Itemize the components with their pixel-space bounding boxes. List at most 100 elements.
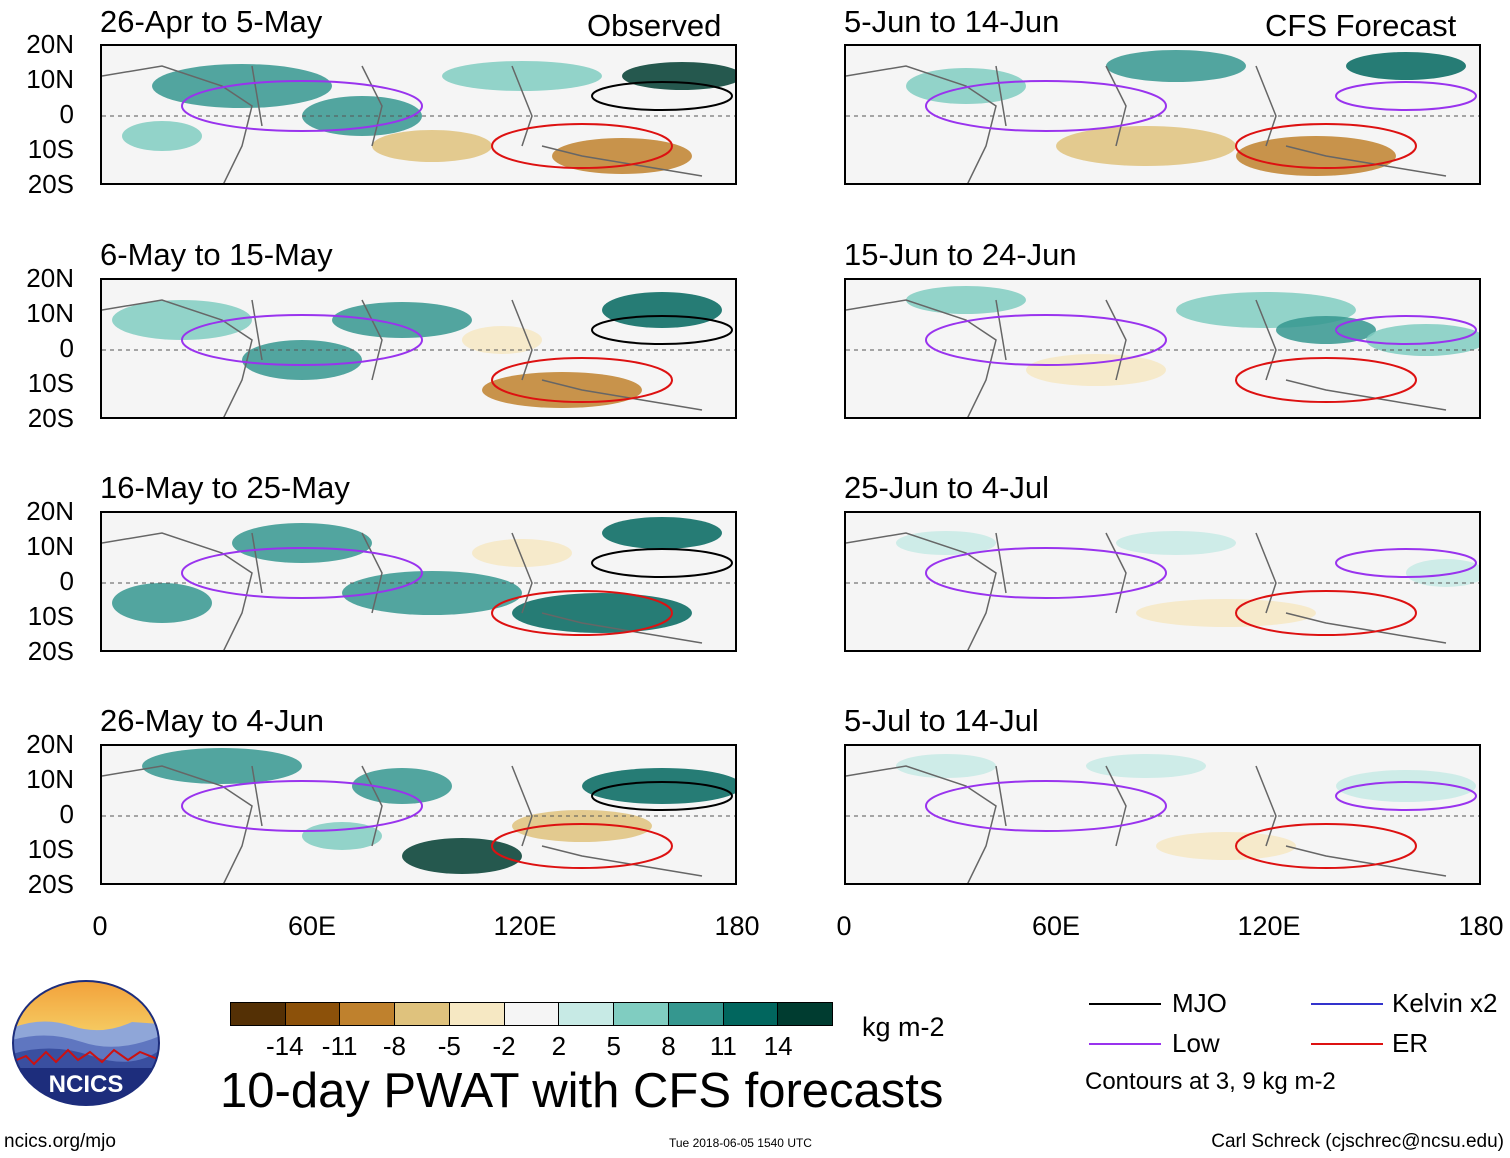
colorbar-cell bbox=[231, 1003, 286, 1025]
anomaly-patch bbox=[602, 292, 722, 328]
anomaly-patch bbox=[1366, 324, 1479, 356]
wave-contour bbox=[1235, 357, 1417, 403]
colorbar-cell bbox=[285, 1003, 341, 1025]
footer-timestamp: Tue 2018-06-05 1540 UTC bbox=[669, 1136, 812, 1150]
wave-contour bbox=[1335, 781, 1477, 811]
lon-tick-label: 60E bbox=[287, 911, 337, 941]
colorbar-cell bbox=[449, 1003, 505, 1025]
lat-tick-label: 10S bbox=[27, 601, 74, 631]
anomaly-patch bbox=[152, 64, 332, 108]
anomaly-patch bbox=[372, 130, 492, 162]
anomaly-patch bbox=[512, 593, 692, 633]
lat-tick-label: 20S bbox=[27, 636, 74, 666]
pwat-field bbox=[846, 46, 1479, 183]
coastline bbox=[846, 765, 1447, 883]
anomaly-patch bbox=[582, 768, 735, 804]
legend-line-kelvin bbox=[1311, 1003, 1383, 1005]
logo-text: NCICS bbox=[49, 1071, 124, 1098]
lat-tick-label: 10S bbox=[27, 368, 74, 398]
colorbar-tick-label: 11 bbox=[709, 1031, 737, 1061]
anomaly-patch bbox=[1236, 136, 1396, 176]
anomaly-patch bbox=[622, 62, 735, 90]
legend-label-mjo: MJO bbox=[1172, 988, 1227, 1018]
wave-contour bbox=[591, 781, 733, 811]
map-panel bbox=[100, 44, 737, 185]
wave-contour bbox=[1335, 315, 1477, 345]
lat-tick-label: 10N bbox=[26, 298, 74, 328]
pwat-field bbox=[102, 46, 735, 183]
anomaly-patch bbox=[332, 302, 472, 338]
lat-tick-label: 20N bbox=[26, 729, 74, 759]
pwat-field bbox=[846, 513, 1479, 650]
coastline bbox=[846, 65, 1447, 183]
panel-title: 6-May to 15-May bbox=[100, 237, 333, 272]
wave-contour bbox=[491, 357, 673, 403]
lat-tick-label: 0 bbox=[59, 566, 74, 596]
anomaly-patch bbox=[552, 138, 692, 174]
lat-tick-label: 10S bbox=[27, 834, 74, 864]
pwat-field bbox=[846, 746, 1479, 883]
colorbar-tick-label: -5 bbox=[437, 1031, 461, 1061]
coastline bbox=[846, 299, 1447, 417]
legend-line-low bbox=[1089, 1043, 1161, 1045]
lon-tick-label: 0 bbox=[836, 911, 852, 941]
colorbar-tick-label: -14 bbox=[266, 1031, 304, 1061]
map-panel bbox=[844, 511, 1481, 652]
map-panel bbox=[844, 44, 1481, 185]
anomaly-patch bbox=[1136, 599, 1316, 627]
coastline bbox=[102, 765, 703, 883]
colorbar bbox=[230, 1002, 833, 1026]
anomaly-patch bbox=[1406, 559, 1479, 587]
wave-contour bbox=[491, 123, 673, 169]
colorbar-units: kg m-2 bbox=[862, 1012, 945, 1042]
colorbar-tick-label: -8 bbox=[382, 1031, 407, 1061]
lon-tick-label: 180 bbox=[1458, 911, 1504, 941]
anomaly-patch bbox=[112, 300, 252, 340]
lon-tick-label: 60E bbox=[1031, 911, 1081, 941]
colorbar-tick-label: 2 bbox=[551, 1031, 567, 1061]
colorbar-cell bbox=[723, 1003, 779, 1025]
map-panel bbox=[100, 744, 737, 885]
wave-contour bbox=[925, 547, 1167, 599]
lat-tick-label: 0 bbox=[59, 99, 74, 129]
colorbar-cell bbox=[395, 1003, 450, 1025]
wave-contour bbox=[1335, 548, 1477, 578]
anomaly-patch bbox=[112, 583, 212, 623]
pwat-field bbox=[846, 280, 1479, 417]
wave-contour bbox=[925, 780, 1167, 832]
colorbar-tick-label: -11 bbox=[321, 1031, 358, 1061]
anomaly-patch bbox=[302, 822, 382, 850]
anomaly-patch bbox=[1086, 754, 1206, 778]
lat-tick-label: 20N bbox=[26, 496, 74, 526]
ncics-logo: NCICS bbox=[12, 980, 160, 1106]
lat-tick-label: 20N bbox=[26, 29, 74, 59]
wave-contour bbox=[591, 548, 733, 578]
map-panel bbox=[844, 278, 1481, 419]
lat-tick-label: 0 bbox=[59, 799, 74, 829]
footer-credit: Carl Schreck (cjschrec@ncsu.edu) bbox=[1211, 1131, 1504, 1152]
lon-tick-label: 0 bbox=[92, 911, 108, 941]
pwat-field bbox=[102, 513, 735, 650]
anomaly-patch bbox=[906, 286, 1026, 314]
lat-tick-label: 20S bbox=[27, 869, 74, 899]
coastline bbox=[846, 532, 1447, 650]
anomaly-patch bbox=[1106, 50, 1246, 82]
colorbar-tick-label: 14 bbox=[763, 1031, 793, 1061]
observed-column-label: Observed bbox=[587, 8, 722, 43]
colorbar-cell bbox=[614, 1003, 669, 1025]
colorbar-tick-label: 8 bbox=[661, 1031, 676, 1061]
lon-tick-label: 120E bbox=[493, 911, 557, 941]
anomaly-patch bbox=[1336, 770, 1476, 802]
panel-title: 5-Jun to 14-Jun bbox=[844, 4, 1060, 39]
anomaly-patch bbox=[1026, 354, 1166, 386]
wave-contour bbox=[591, 81, 733, 111]
pwat-field bbox=[102, 746, 735, 883]
anomaly-patch bbox=[472, 539, 572, 567]
coastline bbox=[102, 532, 703, 650]
pwat-field bbox=[102, 280, 735, 417]
anomaly-patch bbox=[442, 61, 602, 91]
footer-url[interactable]: ncics.org/mjo bbox=[4, 1131, 116, 1152]
legend-line-er bbox=[1311, 1043, 1383, 1045]
wave-contour bbox=[1235, 123, 1417, 169]
map-panel bbox=[100, 278, 737, 419]
